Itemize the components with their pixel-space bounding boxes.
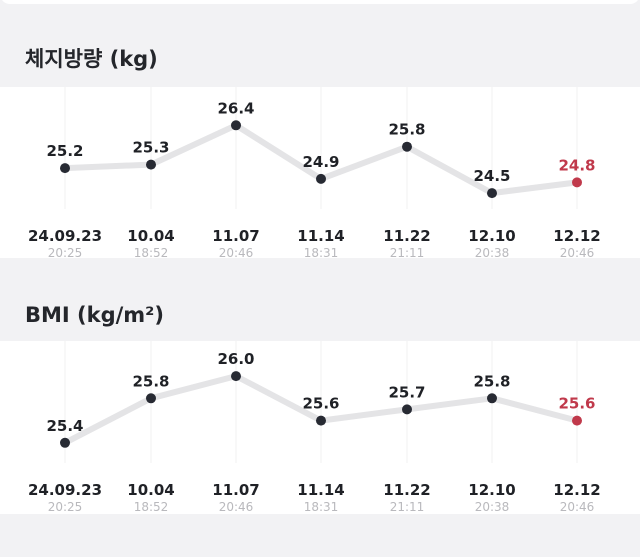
data-label: 25.6 — [302, 395, 339, 413]
x-tick-time-label: 20:46 — [219, 246, 254, 258]
previous-card-bottom — [0, 0, 640, 4]
x-tick-time-label: 18:52 — [134, 500, 169, 514]
data-label: 25.6 — [558, 395, 595, 413]
x-tick-time-label: 20:46 — [560, 246, 595, 258]
x-tick-time-label: 18:52 — [134, 246, 169, 258]
x-tick-label: 24.09.23 — [28, 481, 102, 499]
body-fat-mass-chart: 25.2 25.3 26.4 24.9 25.8 24.5 24.8 24.09.2320:2… — [28, 87, 601, 258]
x-tick-label: 12.12 — [553, 481, 600, 499]
data-point — [231, 120, 241, 131]
data-point — [60, 163, 70, 174]
data-label: 24.9 — [302, 153, 339, 171]
x-tick-time-label: 18:31 — [304, 246, 339, 258]
x-tick-time-label: 20:25 — [48, 246, 83, 258]
body-fat-mass-chart-card: 25.2 25.3 26.4 24.9 25.8 24.5 24.8 24.09.23 20:2… — [0, 87, 640, 258]
x-tick-label: 24.09.23 — [28, 227, 102, 245]
data-label: 24.5 — [473, 167, 510, 185]
data-label: 25.8 — [473, 372, 510, 390]
x-tick-label: 11.22 — [383, 227, 430, 245]
data-point — [487, 393, 497, 404]
x-tick-label: 12.10 — [468, 227, 515, 245]
x-tick-label: 10.04 — [127, 227, 174, 245]
data-point — [316, 415, 326, 426]
data-label: 25.8 — [388, 121, 425, 139]
x-tick-time-label: 20:46 — [219, 500, 254, 514]
data-point — [402, 404, 412, 415]
x-tick-label: 11.07 — [212, 227, 259, 245]
x-tick-time-label: 18:31 — [304, 500, 339, 514]
bmi-chart: 25.4 25.8 26.0 25.6 25.7 25.8 25.6 24.09.2320:2… — [28, 341, 601, 514]
data-point — [572, 177, 582, 188]
x-tick-time-label: 21:11 — [390, 500, 425, 514]
data-point — [146, 159, 156, 170]
x-tick-label: 11.14 — [297, 481, 344, 499]
x-tick-label: 12.12 — [553, 227, 600, 245]
data-label: 25.7 — [388, 383, 425, 401]
data-label: 26.4 — [217, 99, 254, 117]
x-tick-label: 11.22 — [383, 481, 430, 499]
data-point — [60, 437, 70, 448]
x-tick-time-label: 20:46 — [560, 500, 595, 514]
data-label: 26.0 — [217, 350, 254, 368]
x-tick-time-label: 21:11 — [390, 246, 425, 258]
data-point — [231, 371, 241, 382]
data-label: 25.4 — [46, 417, 83, 435]
body-fat-mass-title: 체지방량 (kg) — [25, 47, 158, 71]
data-label: 24.8 — [558, 156, 595, 174]
x-tick-time-label: 20:38 — [475, 246, 510, 258]
x-tick-label: 10.04 — [127, 481, 174, 499]
data-label: 25.3 — [132, 139, 169, 157]
data-label: 25.8 — [132, 372, 169, 390]
data-point — [572, 415, 582, 426]
x-tick-time-label: 20:38 — [475, 500, 510, 514]
x-tick-label: 12.10 — [468, 481, 515, 499]
x-tick-label: 11.14 — [297, 227, 344, 245]
data-point — [146, 393, 156, 404]
data-point — [316, 173, 326, 184]
x-tick-label: 11.07 — [212, 481, 259, 499]
x-tick-time-label: 20:25 — [48, 500, 83, 514]
data-label: 25.2 — [46, 142, 83, 160]
data-point — [402, 141, 412, 152]
bmi-title: BMI (kg/m²) — [25, 303, 164, 327]
data-point — [487, 188, 497, 199]
bmi-chart-card: 25.4 25.8 26.0 25.6 25.7 25.8 25.6 24.09.23 20:2… — [0, 341, 640, 514]
